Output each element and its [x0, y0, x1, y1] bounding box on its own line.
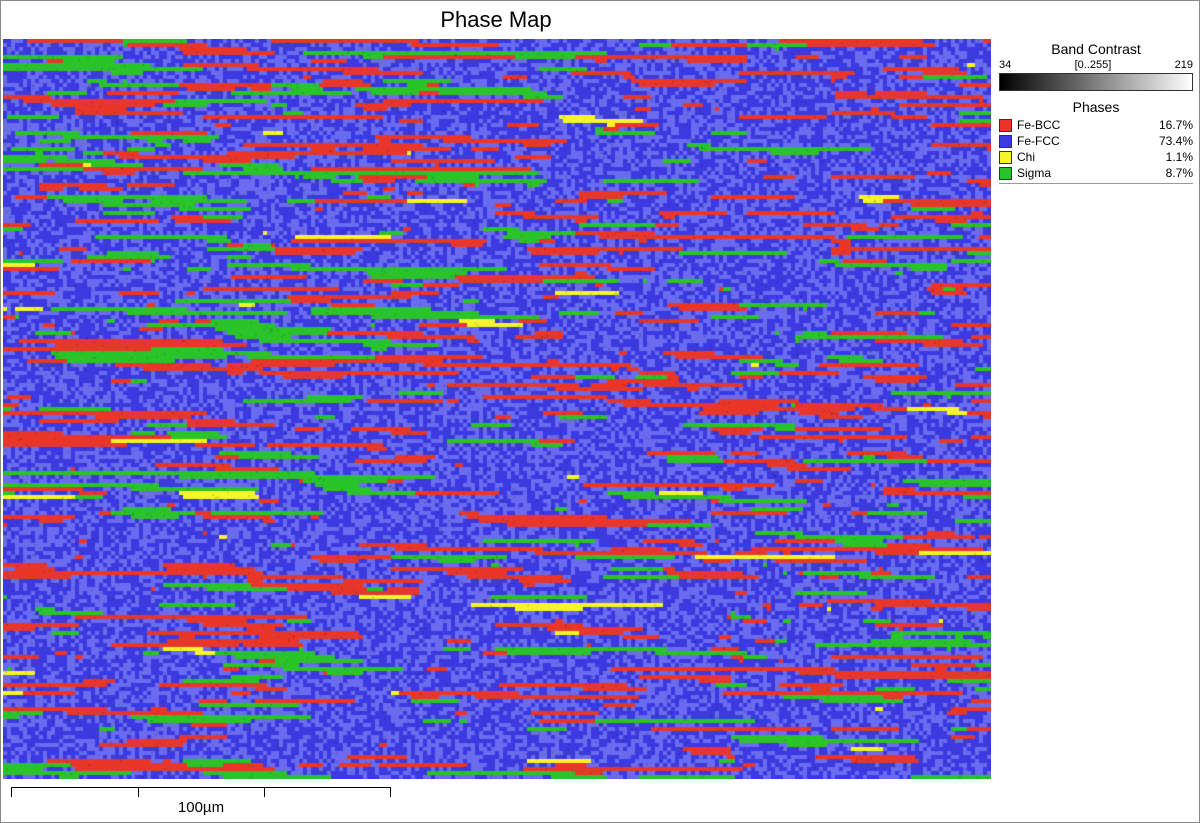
phase-swatch: [999, 151, 1012, 164]
phase-map-panel: Phase Map 100µm Band Contrast 34 [0..255…: [0, 0, 1200, 823]
bc-min: 34: [999, 59, 1011, 71]
legend-divider: [999, 183, 1193, 184]
phase-map-canvas: [3, 39, 991, 779]
phase-pct: 1.1%: [1166, 150, 1193, 164]
phase-pct: 73.4%: [1159, 134, 1193, 148]
phase-pct: 16.7%: [1159, 118, 1193, 132]
phase-legend-row: Fe-BCC 16.7%: [995, 117, 1197, 133]
phase-legend-rows: Fe-BCC 16.7% Fe-FCC 73.4% Chi 1.1% Sigma 8.7%: [995, 117, 1197, 181]
phase-legend-row: Chi 1.1%: [995, 149, 1197, 165]
scalebar-line: [11, 787, 391, 797]
phase-name: Chi: [1017, 150, 1035, 164]
phase-legend-row: Sigma 8.7%: [995, 165, 1197, 181]
phase-swatch: [999, 119, 1012, 132]
phase-swatch: [999, 167, 1012, 180]
band-contrast-range: 34 [0..255] 219: [995, 59, 1197, 71]
scalebar-label: 100µm: [11, 797, 391, 816]
bc-max: 219: [1175, 59, 1193, 71]
bc-range-label: [0..255]: [1075, 59, 1112, 71]
band-contrast-gradient: [999, 73, 1193, 91]
map-title: Phase Map: [1, 1, 991, 37]
phase-legend-row: Fe-FCC 73.4%: [995, 133, 1197, 149]
phase-name: Fe-FCC: [1017, 134, 1060, 148]
legend: Band Contrast 34 [0..255] 219 Phases Fe-…: [995, 39, 1197, 186]
map-area: [3, 39, 991, 779]
phase-pct: 8.7%: [1166, 166, 1193, 180]
band-contrast-title: Band Contrast: [995, 39, 1197, 59]
phase-name: Sigma: [1017, 166, 1051, 180]
scalebar-tick: [264, 787, 265, 797]
phase-swatch: [999, 135, 1012, 148]
scalebar: 100µm: [11, 787, 411, 816]
phase-name: Fe-BCC: [1017, 118, 1060, 132]
scalebar-tick: [138, 787, 139, 797]
phases-title: Phases: [995, 97, 1197, 117]
